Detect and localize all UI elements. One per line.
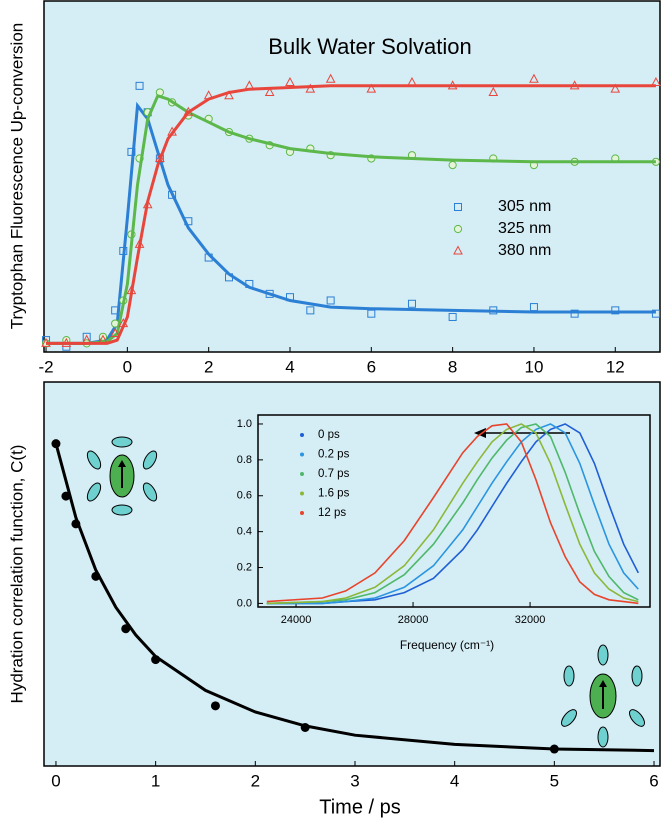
data-point: [407, 299, 416, 308]
arrow-head: [474, 428, 486, 438]
series-line: [266, 423, 639, 605]
legend-label: 12 ps: [318, 507, 346, 519]
water: [631, 665, 643, 687]
x-tick-label: 4: [450, 771, 459, 790]
dipole-head: [118, 460, 126, 467]
legend-marker: [453, 224, 463, 234]
x-tick-label: 28000: [398, 614, 429, 626]
y-tick-label: 0.8: [237, 454, 252, 466]
data-point: [651, 76, 661, 87]
legend-marker: [300, 472, 304, 476]
x-tick-label: 0: [123, 357, 132, 376]
x-tick-label: 6: [649, 771, 658, 790]
water: [86, 482, 102, 502]
molecule-icon: [561, 644, 645, 748]
water: [111, 504, 133, 516]
x-tick-label: 5: [550, 771, 559, 790]
y-axis-label: Hydration correlation function, C(t): [7, 445, 26, 704]
water: [597, 726, 609, 748]
data-point: [611, 306, 620, 315]
legend-marker: [300, 452, 304, 457]
legend-label: 0.2 ps: [318, 449, 350, 461]
legend-marker: [300, 511, 304, 515]
data-point: [264, 86, 275, 96]
series-line: [266, 423, 640, 605]
data-point: [135, 81, 144, 90]
chart-title: Bulk Water Solvation: [268, 34, 471, 59]
legend-label: 380 nm: [498, 242, 551, 259]
water: [561, 709, 577, 727]
data-point: [110, 327, 120, 337]
data-point: [651, 309, 660, 318]
x-tick-label: 24000: [281, 614, 312, 626]
data-point: [448, 160, 457, 170]
y-tick-label: 0.6: [237, 490, 252, 502]
series-line: [266, 423, 639, 605]
data-point: [285, 76, 295, 87]
x-tick-label: 2: [204, 357, 213, 376]
legend-label: 1.6 ps: [318, 488, 350, 500]
x-tick-label: 1: [151, 771, 160, 790]
x-tick-label: 8: [448, 357, 457, 376]
water: [563, 665, 575, 687]
series-line: [266, 423, 639, 605]
water: [629, 709, 645, 727]
x-tick-label: 10: [524, 357, 543, 376]
data-point: [325, 73, 336, 83]
data-point: [210, 701, 220, 711]
y-axis-label: Tryptophan Fluorescence Up-conversion: [7, 23, 26, 329]
x-axis-label: Frequency (cm⁻¹): [400, 638, 494, 652]
legend-marker: [453, 245, 463, 255]
fit-line: [54, 443, 655, 753]
data-point: [224, 90, 234, 100]
data-point: [610, 83, 621, 93]
x-tick-label: 32000: [515, 614, 546, 626]
water: [597, 644, 609, 666]
fit-line: [46, 84, 656, 345]
x-tick-label: -2: [38, 357, 53, 376]
molecule-icon: [86, 436, 158, 516]
data-point: [306, 306, 315, 315]
x-axis-label: Time / ps: [319, 796, 401, 818]
data-point: [326, 296, 335, 305]
legend-marker: [454, 203, 462, 211]
water: [142, 482, 158, 502]
legend-marker: [300, 433, 304, 437]
top-panel: [43, 0, 661, 353]
legend-label: 305 nm: [498, 198, 551, 215]
data-point: [51, 439, 61, 449]
y-tick-label: 1.0: [237, 418, 252, 430]
x-tick-label: 3: [350, 771, 359, 790]
data-point: [488, 86, 499, 96]
legend-label: 0.7 ps: [318, 468, 350, 480]
data-point: [305, 83, 316, 93]
water: [142, 450, 158, 470]
data-point: [366, 83, 377, 93]
legend-label: 325 nm: [498, 220, 551, 237]
inset-box: [257, 414, 651, 608]
y-tick-label: 0.0: [237, 597, 252, 609]
data-point: [570, 309, 579, 318]
data-point: [529, 73, 539, 83]
x-tick-label: 12: [606, 357, 625, 376]
series-line: [266, 423, 639, 605]
arrow: [474, 428, 570, 438]
water: [111, 436, 133, 448]
y-tick-label: 0.4: [237, 526, 252, 538]
legend-marker: [300, 491, 304, 496]
x-tick-label: 6: [367, 357, 376, 376]
x-tick-label: 2: [251, 771, 260, 790]
water: [86, 450, 102, 470]
data-point: [127, 147, 136, 156]
y-tick-label: 0.2: [237, 561, 252, 573]
legend-label: 0 ps: [318, 429, 340, 441]
data-point: [448, 312, 457, 321]
x-tick-label: 4: [285, 357, 294, 376]
x-tick-label: 0: [51, 771, 60, 790]
dipole-head: [599, 680, 607, 687]
